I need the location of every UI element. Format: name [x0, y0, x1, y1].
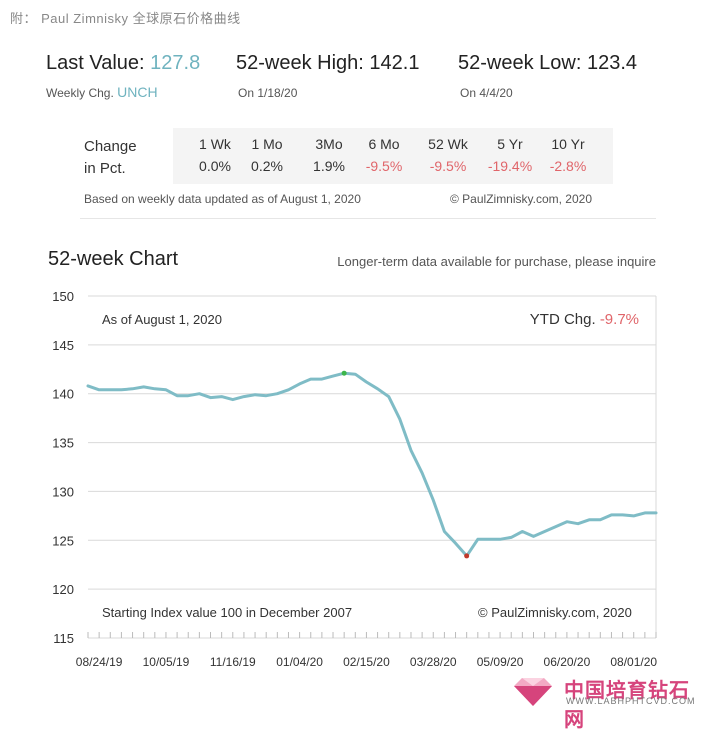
chart-purchase-note: Longer-term data available for purchase,… — [337, 254, 656, 269]
x-tick-label: 08/24/19 — [76, 655, 123, 669]
low-stat: 52-week Low: 123.4 — [458, 52, 637, 75]
change-header: 52 Wk — [428, 136, 468, 152]
chart-copyright: © PaulZimnisky.com, 2020 — [478, 605, 632, 620]
weekly-chg-value: UNCH — [117, 84, 158, 100]
low-point-marker — [464, 553, 470, 559]
change-col-1wk: 1 Wk 0.0% — [190, 132, 240, 176]
change-col-5yr: 5 Yr -19.4% — [485, 132, 535, 176]
high-value: 142.1 — [369, 52, 420, 74]
change-header: 3Mo — [315, 136, 343, 152]
change-col-3mo: 3Mo 1.9% — [304, 132, 354, 176]
copyright-note: © PaulZimnisky.com, 2020 — [450, 192, 593, 206]
change-label: Change in Pct. — [84, 136, 137, 180]
watermark-english: WWW.LABHPHTCVD.COM — [566, 696, 696, 706]
diamond-logo-icon — [514, 678, 552, 706]
x-tick-label: 11/16/19 — [210, 655, 256, 669]
low-label: 52-week Low: — [458, 52, 582, 74]
change-header: 5 Yr — [497, 136, 523, 152]
change-value: -9.5% — [429, 158, 467, 174]
high-point-marker — [341, 370, 347, 376]
change-col-10yr: 10 Yr -2.8% — [543, 132, 593, 176]
chart-title: 52-week Chart — [48, 248, 179, 270]
x-tick-label: 03/28/20 — [410, 655, 457, 669]
change-label-line1: Change — [84, 138, 137, 155]
change-value: 1.9% — [313, 158, 345, 174]
ytd-label: YTD Chg. — [529, 311, 596, 328]
starting-index-note: Starting Index value 100 in December 200… — [102, 605, 353, 620]
high-label: 52-week High: — [236, 52, 364, 74]
last-value: 127.8 — [150, 52, 201, 74]
y-tick-label: 145 — [52, 338, 74, 353]
change-table: 1 Wk 0.0% 1 Mo 0.2% 3Mo 1.9% 6 Mo -9.5% … — [173, 128, 613, 184]
change-value: 0.2% — [251, 158, 283, 174]
x-tick-label: 10/05/19 — [143, 655, 190, 669]
change-header: 1 Wk — [199, 136, 231, 152]
high-stat: 52-week High: 142.1 — [236, 52, 419, 75]
change-col-6mo: 6 Mo -9.5% — [359, 132, 409, 176]
x-tick-label: 01/04/20 — [276, 655, 323, 669]
y-tick-label: 135 — [52, 436, 74, 451]
watermark: 中国培育钻石网 WWW.LABHPHTCVD.COM — [510, 674, 710, 731]
data-update-note: Based on weekly data updated as of Augus… — [84, 192, 361, 206]
y-tick-label: 150 — [52, 289, 74, 304]
as-of-annotation: As of August 1, 2020 — [102, 312, 222, 327]
change-header: 10 Yr — [551, 136, 585, 152]
y-tick-label: 130 — [52, 484, 74, 499]
change-value: 0.0% — [199, 158, 231, 174]
weekly-chg-label: Weekly Chg. — [46, 86, 114, 100]
ytd-value: -9.7% — [599, 311, 639, 328]
y-tick-label: 115 — [53, 631, 74, 646]
price-series-line — [86, 371, 658, 558]
low-date: On 4/4/20 — [460, 86, 513, 100]
x-tick-label: 06/20/20 — [544, 655, 591, 669]
high-date: On 1/18/20 — [238, 86, 298, 100]
change-col-52wk: 52 Wk -9.5% — [423, 132, 473, 176]
ytd-change: YTD Chg. -9.7% — [530, 311, 639, 328]
change-value: -9.5% — [365, 158, 403, 174]
change-header: 6 Mo — [368, 136, 400, 152]
section-divider — [80, 218, 656, 219]
page-caption: 附： Paul Zimnisky 全球原石价格曲线 — [10, 11, 241, 26]
y-tick-label: 125 — [52, 533, 74, 548]
change-value: -19.4% — [487, 158, 533, 174]
y-tick-label: 120 — [52, 582, 74, 597]
change-col-1mo: 1 Mo 0.2% — [242, 132, 292, 176]
last-value-stat: Last Value: 127.8 — [46, 52, 200, 75]
change-label-line2: in Pct. — [84, 160, 126, 177]
x-tick-label: 02/15/20 — [343, 655, 390, 669]
line-chart: 115 120 125 130 135 140 145 150 08/24/19 10/05/19… — [52, 289, 658, 669]
weekly-change: Weekly Chg. UNCH — [46, 84, 158, 100]
y-tick-label: 140 — [52, 387, 74, 402]
x-tick-label: 08/01/20 — [610, 655, 657, 669]
low-value: 123.4 — [586, 52, 638, 74]
change-header: 1 Mo — [251, 136, 283, 152]
change-value: -2.8% — [549, 158, 587, 174]
last-value-label: Last Value: — [46, 52, 145, 74]
x-tick-label: 05/09/20 — [477, 655, 524, 669]
